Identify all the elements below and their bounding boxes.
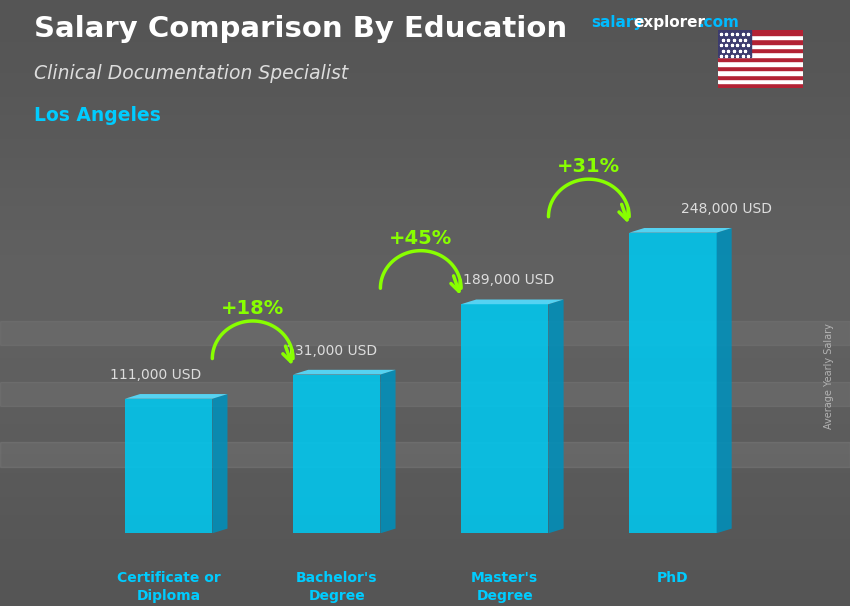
Bar bbox=[0, 321, 850, 345]
Text: +31%: +31% bbox=[558, 157, 620, 176]
Bar bbox=[718, 75, 803, 79]
Bar bbox=[718, 61, 803, 65]
Text: 131,000 USD: 131,000 USD bbox=[286, 344, 377, 358]
Text: PhD: PhD bbox=[657, 571, 689, 585]
Text: 248,000 USD: 248,000 USD bbox=[681, 202, 773, 216]
Text: .com: .com bbox=[699, 15, 740, 30]
Text: Clinical Documentation Specialist: Clinical Documentation Specialist bbox=[34, 64, 348, 82]
Bar bbox=[718, 57, 803, 61]
Polygon shape bbox=[381, 370, 395, 533]
Bar bbox=[718, 48, 803, 53]
Polygon shape bbox=[212, 394, 228, 533]
Polygon shape bbox=[125, 399, 212, 533]
Text: +45%: +45% bbox=[389, 228, 452, 248]
Bar bbox=[718, 84, 803, 88]
Polygon shape bbox=[461, 304, 548, 533]
Text: explorer: explorer bbox=[633, 15, 706, 30]
Polygon shape bbox=[548, 299, 564, 533]
Bar bbox=[718, 44, 803, 48]
Text: Bachelor's
Degree: Bachelor's Degree bbox=[296, 571, 377, 603]
Text: Master's
Degree: Master's Degree bbox=[471, 571, 538, 603]
Text: Average Yearly Salary: Average Yearly Salary bbox=[824, 323, 834, 428]
Bar bbox=[718, 79, 803, 84]
Bar bbox=[718, 70, 803, 75]
Polygon shape bbox=[125, 394, 228, 399]
Bar bbox=[0, 442, 850, 467]
Text: 189,000 USD: 189,000 USD bbox=[462, 273, 554, 287]
Bar bbox=[718, 35, 803, 39]
Bar bbox=[718, 65, 803, 70]
Text: 111,000 USD: 111,000 USD bbox=[110, 368, 201, 382]
Polygon shape bbox=[629, 228, 732, 233]
Bar bbox=[718, 30, 751, 57]
Polygon shape bbox=[293, 370, 395, 375]
Bar bbox=[0, 382, 850, 406]
Text: Salary Comparison By Education: Salary Comparison By Education bbox=[34, 15, 567, 43]
Text: Los Angeles: Los Angeles bbox=[34, 106, 161, 125]
Text: salary: salary bbox=[591, 15, 643, 30]
Text: Certificate or
Diploma: Certificate or Diploma bbox=[116, 571, 220, 603]
Bar bbox=[718, 30, 803, 35]
Polygon shape bbox=[629, 233, 717, 533]
Bar bbox=[718, 53, 803, 57]
Polygon shape bbox=[461, 299, 564, 304]
Text: +18%: +18% bbox=[221, 299, 284, 318]
Polygon shape bbox=[293, 375, 381, 533]
Bar bbox=[718, 39, 803, 44]
Polygon shape bbox=[717, 228, 732, 533]
